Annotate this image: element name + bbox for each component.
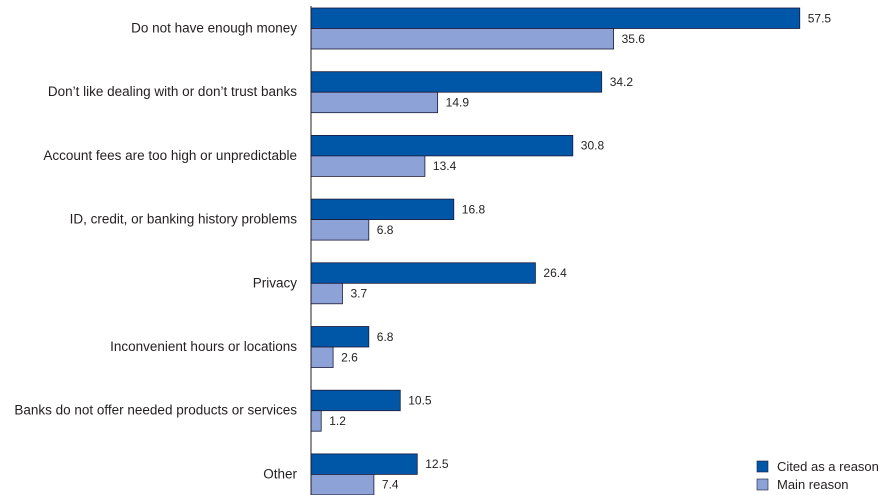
value-label-main-other: 7.4: [382, 478, 399, 492]
bar-cited-inconvenient-hours-or-locations: [310, 326, 370, 348]
value-label-main-don-t-like-dealing-with-or-don-t-trust-banks: 14.9: [446, 95, 470, 109]
value-label-main-privacy: 3.7: [350, 287, 367, 301]
bars-group: [310, 7, 801, 495]
bar-main-do-not-have-enough-money: [310, 28, 615, 50]
category-label-account-fees-are-too-high-or-unpredictable: Account fees are too high or unpredictab…: [43, 148, 297, 163]
bar-main-other: [310, 473, 375, 495]
category-label-other: Other: [263, 466, 297, 481]
bar-cited-id-credit-or-banking-history-problems: [310, 198, 455, 221]
value-label-cited-don-t-like-dealing-with-or-don-t-trust-banks: 34.2: [610, 75, 634, 89]
labels-group: Do not have enough money 57.5 35.6 Don’t li…: [14, 11, 831, 491]
bar-main-inconvenient-hours-or-locations: [310, 346, 334, 368]
value-label-cited-account-fees-are-too-high-or-unpredictable: 30.8: [581, 139, 605, 153]
category-label-id-credit-or-banking-history-problems: ID, credit, or banking history problems: [70, 212, 298, 227]
bar-cited-privacy: [310, 262, 536, 284]
bar-cited-banks-do-not-offer-needed-products-or-services: [310, 389, 401, 412]
bar-cited-account-fees-are-too-high-or-unpredictable: [310, 134, 574, 157]
bar-cited-other: [310, 453, 418, 475]
category-label-do-not-have-enough-money: Do not have enough money: [131, 21, 297, 36]
legend-swatch-cited: [756, 460, 769, 473]
value-label-cited-id-credit-or-banking-history-problems: 16.8: [462, 202, 486, 216]
category-label-don-t-like-dealing-with-or-don-t-trust-banks: Don’t like dealing with or don’t trust b…: [48, 84, 297, 99]
value-label-main-do-not-have-enough-money: 35.6: [622, 32, 646, 46]
value-label-main-inconvenient-hours-or-locations: 2.6: [341, 350, 358, 364]
legend: Cited as a reason Main reason: [756, 459, 879, 492]
legend-label-cited: Cited as a reason: [777, 459, 879, 474]
bar-main-privacy: [310, 282, 343, 305]
bar-main-don-t-like-dealing-with-or-don-t-trust-banks: [310, 91, 439, 114]
bar-main-id-credit-or-banking-history-problems: [310, 219, 370, 241]
value-label-main-account-fees-are-too-high-or-unpredictable: 13.4: [433, 159, 457, 173]
category-label-inconvenient-hours-or-locations: Inconvenient hours or locations: [110, 339, 297, 354]
bar-main-banks-do-not-offer-needed-products-or-services: [310, 410, 322, 432]
bar-cited-don-t-like-dealing-with-or-don-t-trust-banks: [310, 71, 603, 93]
value-label-cited-other: 12.5: [425, 457, 449, 471]
value-label-cited-privacy: 26.4: [543, 266, 567, 280]
value-label-cited-banks-do-not-offer-needed-products-or-services: 10.5: [408, 393, 432, 407]
legend-label-main: Main reason: [777, 477, 849, 492]
bar-cited-do-not-have-enough-money: [310, 7, 801, 29]
category-label-banks-do-not-offer-needed-products-or-services: Banks do not offer needed products or se…: [14, 403, 297, 418]
category-label-privacy: Privacy: [253, 275, 298, 290]
value-label-cited-inconvenient-hours-or-locations: 6.8: [377, 330, 394, 344]
bar-main-account-fees-are-too-high-or-unpredictable: [310, 155, 426, 177]
value-label-main-id-credit-or-banking-history-problems: 6.8: [377, 223, 394, 237]
value-label-main-banks-do-not-offer-needed-products-or-services: 1.2: [329, 414, 346, 428]
legend-swatch-main: [756, 478, 769, 491]
value-label-cited-do-not-have-enough-money: 57.5: [808, 11, 832, 25]
